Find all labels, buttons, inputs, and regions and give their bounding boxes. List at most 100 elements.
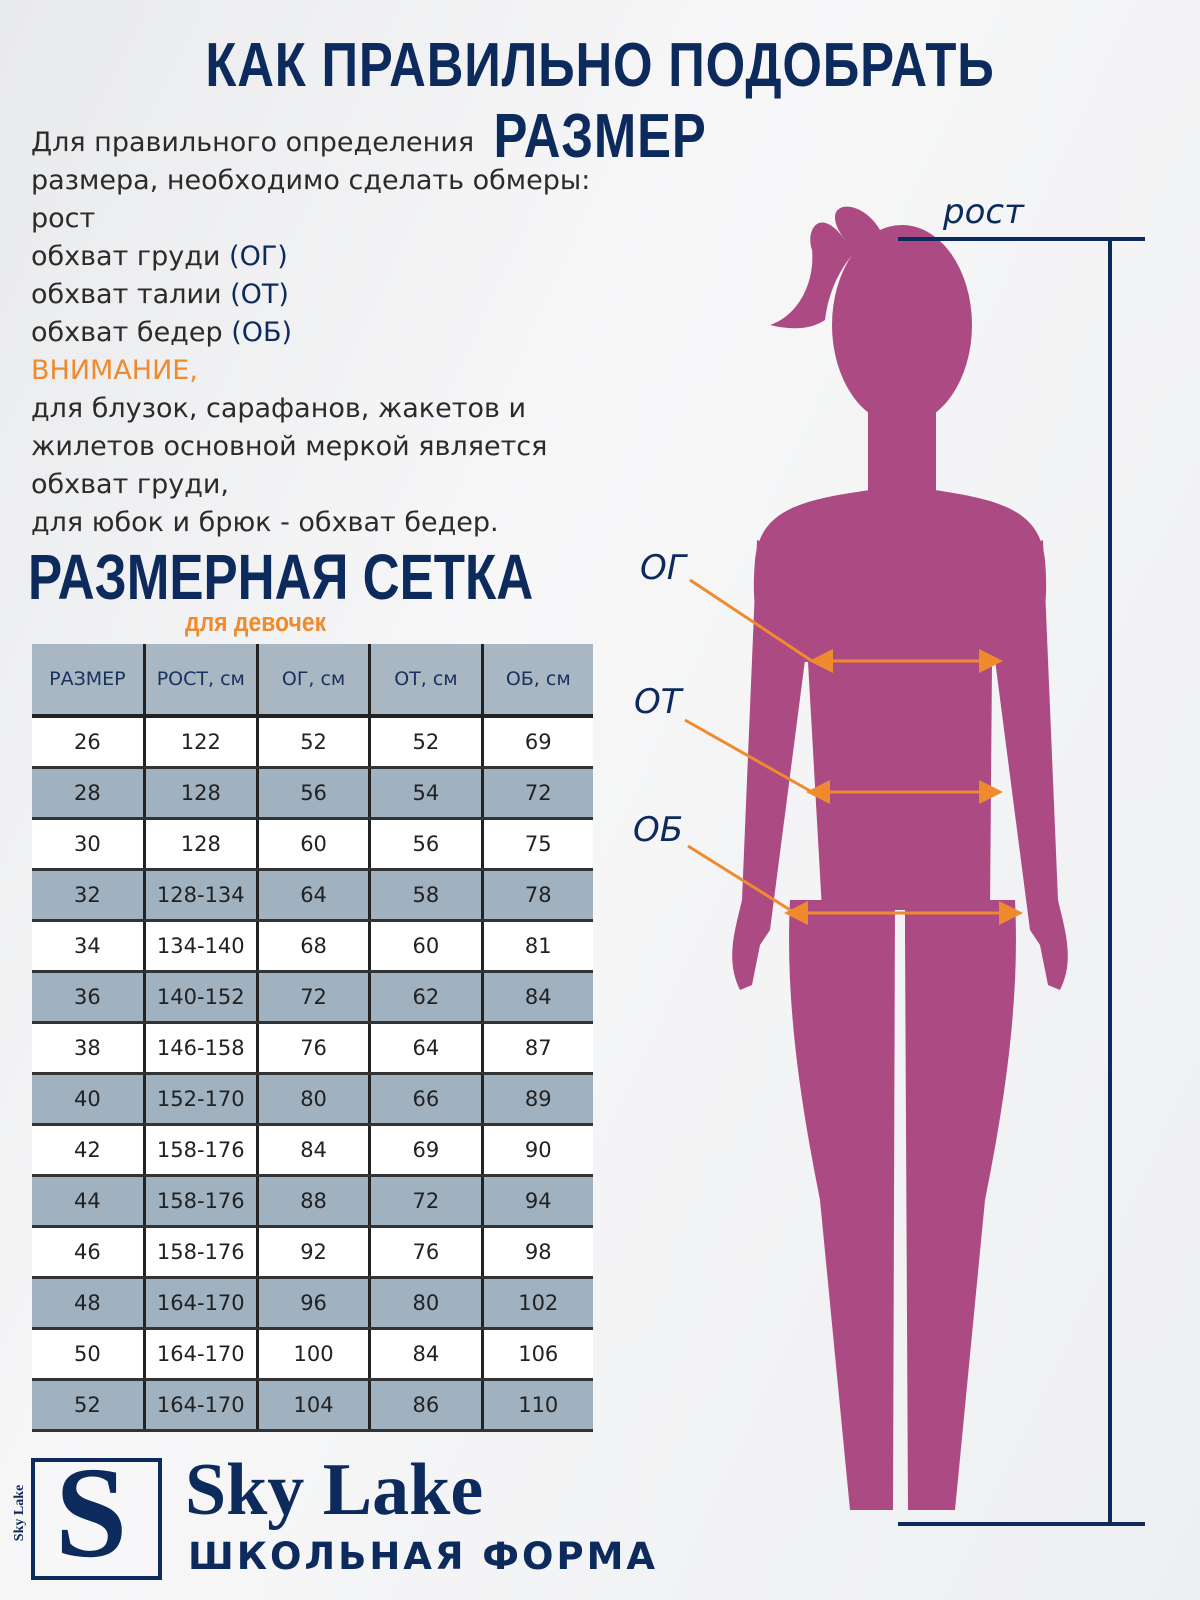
cell: 76 (368, 1226, 482, 1279)
cell: 122 (142, 716, 258, 769)
cell: 128 (142, 818, 258, 871)
measure: обхват груди (ОГ) (31, 238, 590, 276)
cell: 69 (480, 716, 593, 769)
cell: 110 (480, 1379, 593, 1432)
table-row: 50 164-170 100 84 106 (32, 1328, 593, 1381)
cell: 48 (32, 1277, 145, 1330)
measure-arrows (684, 578, 1023, 925)
cell: 92 (255, 1226, 370, 1279)
header-cell: РОСТ, см (142, 644, 258, 718)
cell: 54 (368, 767, 482, 820)
cell: 69 (368, 1124, 482, 1177)
header-cell: ОТ, см (368, 644, 482, 718)
cell: 158-176 (142, 1175, 258, 1228)
cell: 52 (32, 1379, 145, 1432)
measure-abbr: (ОГ) (229, 241, 288, 272)
measure-abbr: (ОТ) (230, 279, 289, 310)
hips-label: ОБ (633, 810, 684, 850)
cell: 72 (480, 767, 593, 820)
table-row: 34 134-140 68 60 81 (32, 920, 593, 973)
note-line: обхват груди, (31, 469, 230, 500)
cell: 106 (480, 1328, 593, 1381)
cell: 28 (32, 767, 145, 820)
cell: 88 (255, 1175, 370, 1228)
header-row: РАЗМЕР РОСТ, см ОГ, см ОТ, см ОБ, см (32, 644, 593, 718)
cell: 102 (480, 1277, 593, 1330)
cell: 36 (32, 971, 145, 1024)
cell: 50 (32, 1328, 145, 1381)
cell: 26 (32, 716, 145, 769)
table-row: 42 158-176 84 69 90 (32, 1124, 593, 1177)
cell: 42 (32, 1124, 145, 1177)
cell: 64 (368, 1022, 482, 1075)
cell: 128 (142, 767, 258, 820)
table-title: РАЗМЕРНАЯ СЕТКА (28, 541, 534, 613)
cell: 128-134 (142, 869, 258, 922)
cell: 30 (32, 818, 145, 871)
tagline: ШКОЛЬНАЯ ФОРМА (188, 1535, 659, 1578)
cell: 64 (255, 869, 370, 922)
measure: обхват талии (ОТ) (31, 276, 590, 314)
cell: 78 (480, 869, 593, 922)
cell: 56 (255, 767, 370, 820)
cell: 72 (255, 971, 370, 1024)
cell: 56 (368, 818, 482, 871)
table-row: 52 164-170 104 86 110 (32, 1379, 593, 1432)
attention: ВНИМАНИЕ, (31, 355, 198, 386)
cell: 158-176 (142, 1124, 258, 1177)
measure-label: обхват груди (31, 241, 221, 272)
cell: 90 (480, 1124, 593, 1177)
table-row: 40 152-170 80 66 89 (32, 1073, 593, 1126)
measure: обхват бедер (ОБ) (31, 314, 590, 352)
cell: 44 (32, 1175, 145, 1228)
cell: 80 (368, 1277, 482, 1330)
note-line: для блузок, сарафанов, жакетов и (31, 393, 527, 424)
note-line: жилетов основной меркой является (31, 431, 548, 462)
cell: 100 (255, 1328, 370, 1381)
height-ruler (898, 237, 1145, 1526)
cell: 52 (255, 716, 370, 769)
cell: 38 (32, 1022, 145, 1075)
intro-line: рост (31, 203, 96, 234)
intro-line: Для правильного определения (31, 127, 475, 158)
waist-label: ОТ (634, 682, 682, 722)
cell: 158-176 (142, 1226, 258, 1279)
size-table: РАЗМЕР РОСТ, см ОГ, см ОТ, см ОБ, см 26 122 52 5… (32, 644, 593, 1432)
cell: 58 (368, 869, 482, 922)
logo-letter: S (55, 1441, 128, 1585)
logo-side-text: Sky Lake (12, 1484, 28, 1542)
cell: 72 (368, 1175, 482, 1228)
cell: 62 (368, 971, 482, 1024)
table-row: 28 128 56 54 72 (32, 767, 593, 820)
cell: 89 (480, 1073, 593, 1126)
brand: Sky Lake (185, 1449, 484, 1531)
cell: 164-170 (142, 1379, 258, 1432)
height-label: рост (943, 192, 1024, 232)
cell: 96 (255, 1277, 370, 1330)
intro-line: размера, необходимо сделать обмеры: (31, 165, 591, 196)
cell: 164-170 (142, 1277, 258, 1330)
header-cell: ОБ, см (480, 644, 593, 718)
cell: 66 (368, 1073, 482, 1126)
table-row: 44 158-176 88 72 94 (32, 1175, 593, 1228)
cell: 84 (255, 1124, 370, 1177)
cell: 68 (255, 920, 370, 973)
cell: 94 (480, 1175, 593, 1228)
measure-label: обхват бедер (31, 317, 223, 348)
cell: 152-170 (142, 1073, 258, 1126)
cell: 75 (480, 818, 593, 871)
cell: 164-170 (142, 1328, 258, 1381)
header-cell: ОГ, см (255, 644, 370, 718)
table-row: 38 146-158 76 64 87 (32, 1022, 593, 1075)
cell: 52 (368, 716, 482, 769)
cell: 84 (480, 971, 593, 1024)
title: КАК ПРАВИЛЬНО ПОДОБРАТЬ РАЗМЕР (205, 31, 995, 171)
table-row: 26 122 52 52 69 (32, 716, 593, 769)
table-row: 48 164-170 96 80 102 (32, 1277, 593, 1330)
cell: 140-152 (142, 971, 258, 1024)
table-row: 30 128 60 56 75 (32, 818, 593, 871)
table-row: 32 128-134 64 58 78 (32, 869, 593, 922)
cell: 46 (32, 1226, 145, 1279)
chest-label: ОГ (640, 548, 686, 588)
